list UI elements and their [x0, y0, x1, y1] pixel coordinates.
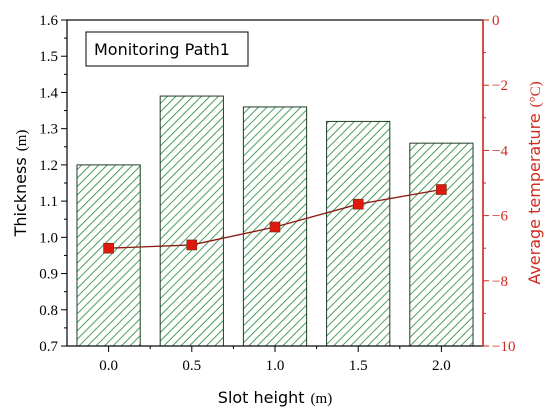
x-tick-label: 1.5 — [349, 358, 368, 374]
y-tick-label: 0.9 — [39, 267, 58, 283]
y2-tick-label: −4 — [492, 143, 508, 159]
y-tick-label: 1.3 — [39, 122, 58, 138]
y-axis-label: Thickness(m) — [11, 130, 30, 238]
x-axis-label: Slot height (m) — [218, 388, 332, 407]
x-axis: 0.0 0.5 1.0 1.5 2.0 — [99, 346, 451, 374]
temperature-point-3 — [352, 198, 364, 210]
legend: Monitoring Path1 — [85, 31, 249, 67]
left-axis: 0.7 0.8 0.9 1.0 1.1 1.2 1.3 1.4 1.5 1.6 — [39, 13, 67, 355]
bars-group — [76, 95, 474, 347]
y-tick-label: 1.1 — [39, 194, 58, 210]
y-tick-label: 1.5 — [39, 49, 58, 65]
x-tick-label: 0.0 — [99, 358, 118, 374]
bar-0 — [76, 164, 141, 347]
y2-tick-label: −2 — [492, 78, 508, 94]
x-tick-label: 1.0 — [266, 358, 285, 374]
y-tick-label: 0.8 — [39, 303, 58, 319]
temperature-point-4 — [436, 184, 447, 195]
y-tick-label: 0.7 — [39, 339, 58, 355]
bar-3 — [326, 120, 391, 347]
x-tick-label: 2.0 — [432, 358, 451, 374]
y-tick-label: 1.6 — [39, 13, 58, 29]
legend-box — [85, 31, 249, 67]
y-tick-label: 1.4 — [39, 85, 58, 101]
y2-tick-label: −6 — [492, 209, 508, 225]
y2-tick-label: 0 — [492, 13, 500, 29]
bar-4 — [409, 142, 474, 347]
y2-tick-label: −10 — [492, 339, 515, 355]
temperature-series — [103, 184, 447, 254]
temperature-point-2 — [269, 221, 281, 233]
right-axis: −10 −8 −6 −4 −2 0 — [483, 13, 515, 355]
x-tick-label: 0.5 — [182, 358, 201, 374]
temperature-point-0 — [103, 242, 114, 254]
bar-1 — [159, 95, 224, 347]
y-tick-label: 1.0 — [39, 230, 58, 246]
temperature-point-1 — [186, 239, 198, 251]
y2-axis-label: Average temperature(°C) — [525, 81, 544, 284]
y-tick-label: 1.2 — [39, 158, 58, 174]
y2-tick-label: −8 — [492, 274, 508, 290]
legend-label: Monitoring Path1 — [94, 40, 230, 59]
